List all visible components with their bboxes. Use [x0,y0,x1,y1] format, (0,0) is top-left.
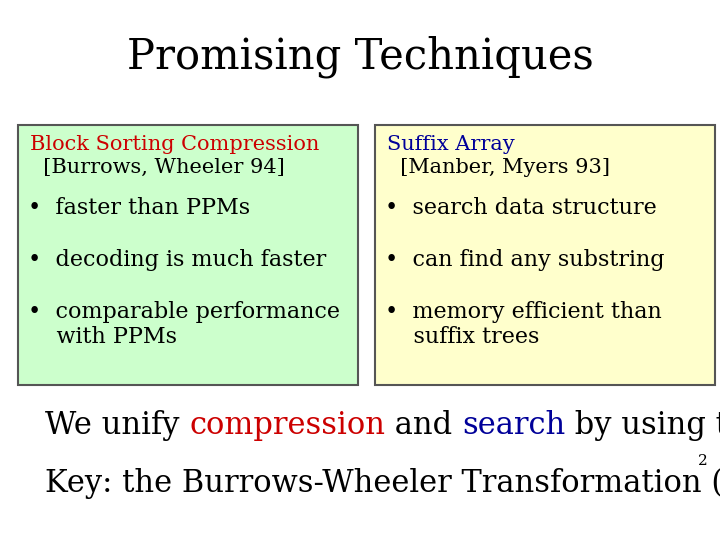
Text: •  comparable performance
    with PPMs: • comparable performance with PPMs [28,301,340,348]
Text: •  search data structure: • search data structure [385,197,657,219]
Text: by using them.: by using them. [565,410,720,441]
Text: search: search [462,410,565,441]
Text: We unify: We unify [45,410,189,441]
Text: •  decoding is much faster: • decoding is much faster [28,249,326,271]
FancyBboxPatch shape [18,125,358,385]
Text: compression: compression [189,410,385,441]
Text: [Manber, Myers 93]: [Manber, Myers 93] [387,158,610,177]
Text: •  faster than PPMs: • faster than PPMs [28,197,250,219]
Text: Key: the Burrows-Wheeler Transformation (BWT): Key: the Burrows-Wheeler Transformation … [45,468,720,499]
Text: •  can find any substring: • can find any substring [385,249,665,271]
FancyBboxPatch shape [375,125,715,385]
Text: [Burrows, Wheeler 94]: [Burrows, Wheeler 94] [30,158,284,177]
Text: Promising Techniques: Promising Techniques [127,35,593,78]
Text: Block Sorting Compression: Block Sorting Compression [30,135,320,154]
Text: •  memory efficient than
    suffix trees: • memory efficient than suffix trees [385,301,662,348]
Text: 2: 2 [698,454,708,468]
Text: Suffix Array: Suffix Array [387,135,515,154]
Text: and: and [385,410,462,441]
